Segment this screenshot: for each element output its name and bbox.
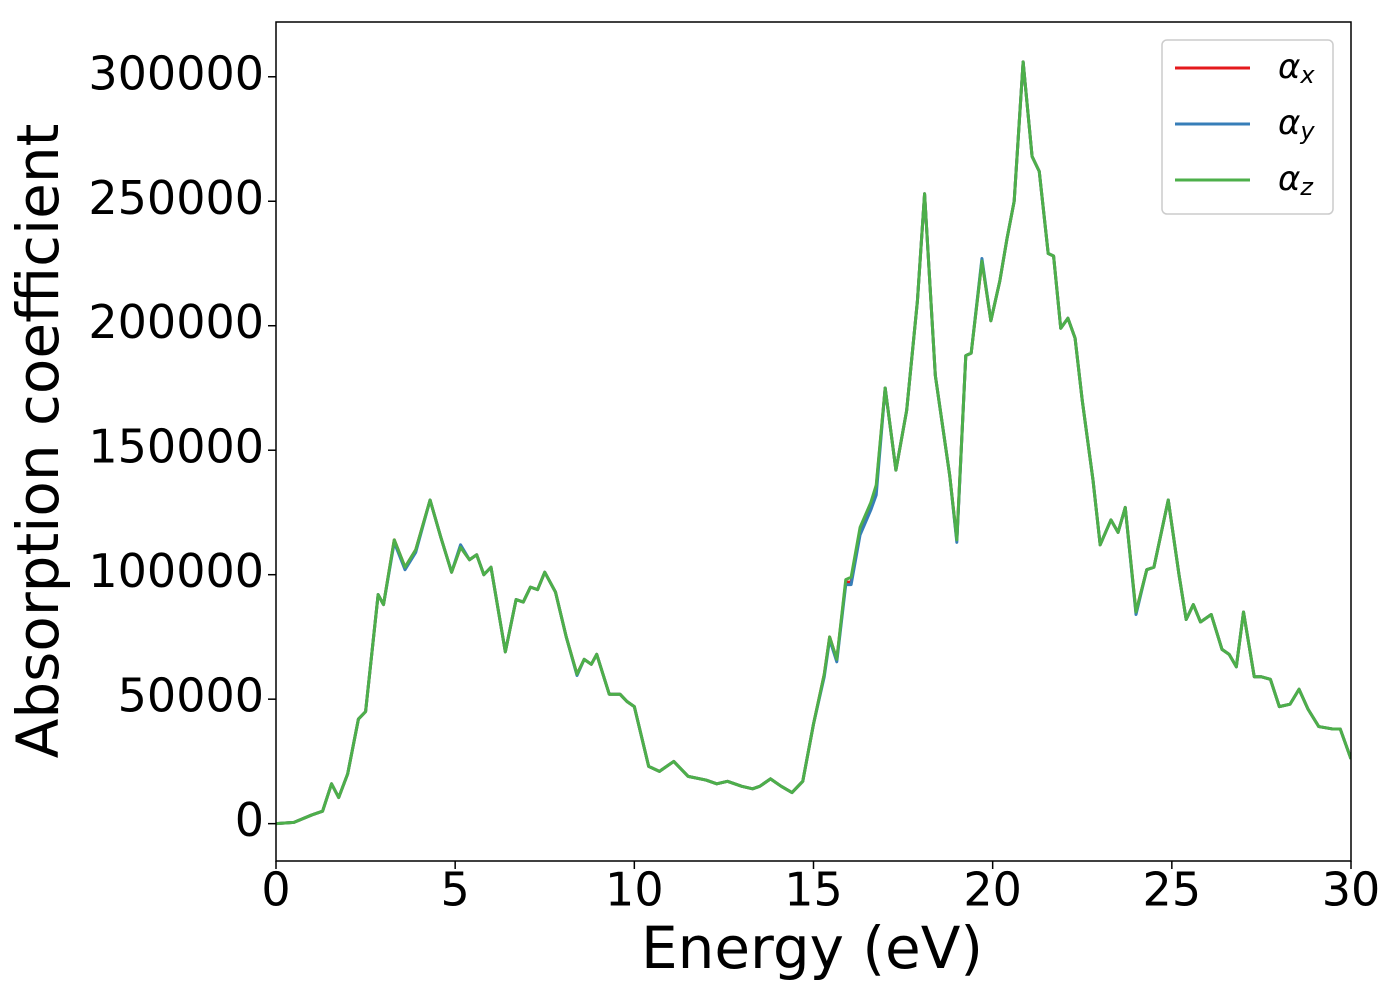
x-tick-label: 0 xyxy=(261,863,290,917)
legend-label: αy xyxy=(1278,103,1315,146)
y-tick-label: 150000 xyxy=(88,420,264,474)
y-tick-label: 100000 xyxy=(88,544,264,598)
y-tick-label: 200000 xyxy=(88,295,264,349)
plot-frame xyxy=(275,21,1352,862)
y-tick-label: 50000 xyxy=(118,669,264,723)
x-tick-label: 30 xyxy=(1322,863,1381,917)
x-tick-label: 20 xyxy=(963,863,1022,917)
legend-box xyxy=(1161,39,1334,215)
y-tick-label: 250000 xyxy=(88,171,264,225)
series-line xyxy=(276,60,1351,826)
x-tick-label: 10 xyxy=(605,863,664,917)
x-tick-label: 25 xyxy=(1143,863,1202,917)
x-tick-label: 15 xyxy=(784,863,843,917)
legend-label: αx xyxy=(1278,47,1315,90)
legend-label: αz xyxy=(1278,159,1314,202)
x-axis-label: Energy (eV) xyxy=(641,914,983,982)
y-tick-label: 0 xyxy=(235,793,264,847)
x-tick-label: 5 xyxy=(441,863,470,917)
y-tick-label: 300000 xyxy=(88,46,264,100)
y-axis-label: Absorption coefficient xyxy=(4,124,72,759)
